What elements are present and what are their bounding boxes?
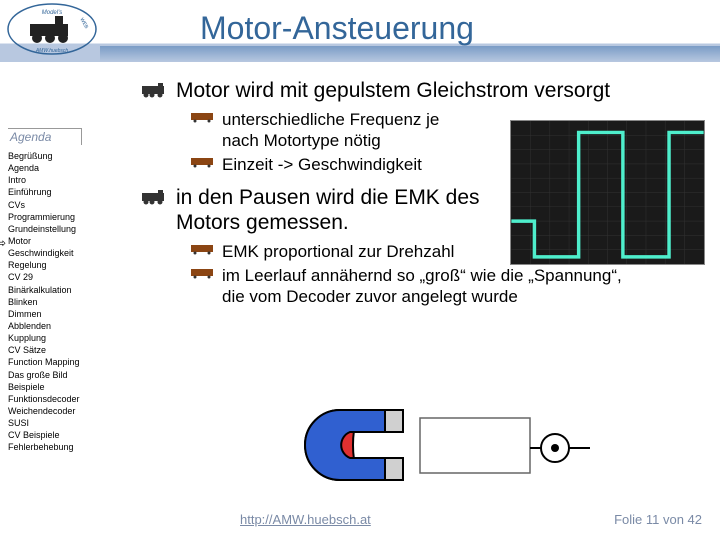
sidebar-item[interactable]: CVs [8, 199, 128, 211]
bullet-1-2-text: Einzeit -> Geschwindigkeit [222, 154, 422, 175]
sidebar-item[interactable]: Weichendecoder [8, 405, 128, 417]
sidebar-item[interactable]: Blinken [8, 296, 128, 308]
bullet-2-1-text: EMK proportional zur Drehzahl [222, 241, 454, 262]
sidebar-item[interactable]: Motor [8, 235, 128, 247]
svg-text:WEB: WEB [78, 17, 89, 30]
locomotive-icon [140, 189, 168, 205]
bullet-2: in den Pausen wird die EMK des Motors ge… [140, 185, 500, 235]
wagon-icon [190, 157, 214, 168]
sidebar-item[interactable]: CV Sätze [8, 344, 128, 356]
agenda-label: Agenda [8, 128, 82, 145]
footer-link[interactable]: http://AMW.huebsch.at [240, 512, 371, 527]
svg-text:AMW.huebsch: AMW.huebsch [35, 48, 69, 54]
sidebar-item[interactable]: Beispiele [8, 381, 128, 393]
footer: http://AMW.huebsch.at Folie 11 von 42 [0, 512, 720, 532]
sidebar-item[interactable]: Funktionsdecoder [8, 393, 128, 405]
bullet-1-1: unterschiedliche Frequenz je nach Motort… [190, 109, 455, 152]
sidebar-item[interactable]: CV Beispiele [8, 429, 128, 441]
sidebar-item[interactable]: Function Mapping [8, 356, 128, 368]
header: Model's WEB AMW.huebsch Motor-Ansteuerun… [0, 0, 720, 62]
bullet-1: Motor wird mit gepulstem Gleichstrom ver… [140, 78, 705, 103]
sidebar-item[interactable]: Regelung [8, 259, 128, 271]
bullet-1-text: Motor wird mit gepulstem Gleichstrom ver… [176, 78, 610, 103]
bullet-2-text: in den Pausen wird die EMK des Motors ge… [176, 185, 500, 235]
svg-text:Model's: Model's [42, 10, 63, 16]
sidebar: BegrüßungAgendaIntroEinführungCVsProgram… [8, 150, 128, 454]
sidebar-item[interactable]: Grundeinstellung [8, 223, 128, 235]
wagon-icon [190, 244, 214, 255]
sidebar-item[interactable]: Dimmen [8, 308, 128, 320]
sidebar-item[interactable]: Programmierung [8, 211, 128, 223]
bullet-1-2: Einzeit -> Geschwindigkeit [190, 154, 455, 175]
wagon-icon [190, 268, 214, 279]
sidebar-item[interactable]: Einführung [8, 186, 128, 198]
page-title: Motor-Ansteuerung [200, 10, 474, 47]
sidebar-item[interactable]: Begrüßung [8, 150, 128, 162]
sidebar-item[interactable]: Geschwindigkeit [8, 247, 128, 259]
locomotive-icon [140, 82, 168, 98]
sidebar-item[interactable]: Abblenden [8, 320, 128, 332]
magnet-diagram [300, 390, 600, 500]
sidebar-item[interactable]: Binärkalkulation [8, 284, 128, 296]
sidebar-item[interactable]: CV 29 [8, 271, 128, 283]
sidebar-item[interactable]: Das große Bild [8, 369, 128, 381]
sidebar-item[interactable]: Kupplung [8, 332, 128, 344]
sidebar-item[interactable]: Fehlerbehebung [8, 441, 128, 453]
logo: Model's WEB AMW.huebsch [5, 2, 100, 57]
page-number: Folie 11 von 42 [614, 512, 702, 527]
sidebar-item[interactable]: Intro [8, 174, 128, 186]
bullet-2-2: im Leerlauf annähernd so „groß“ wie die … [190, 265, 640, 308]
oscilloscope-image [510, 120, 705, 265]
bullet-1-1-text: unterschiedliche Frequenz je nach Motort… [222, 109, 455, 152]
sidebar-item[interactable]: SUSI [8, 417, 128, 429]
wagon-icon [190, 112, 214, 123]
header-gradient-bar [100, 46, 720, 62]
sidebar-item[interactable]: Agenda [8, 162, 128, 174]
bullet-2-2-text: im Leerlauf annähernd so „groß“ wie die … [222, 265, 640, 308]
